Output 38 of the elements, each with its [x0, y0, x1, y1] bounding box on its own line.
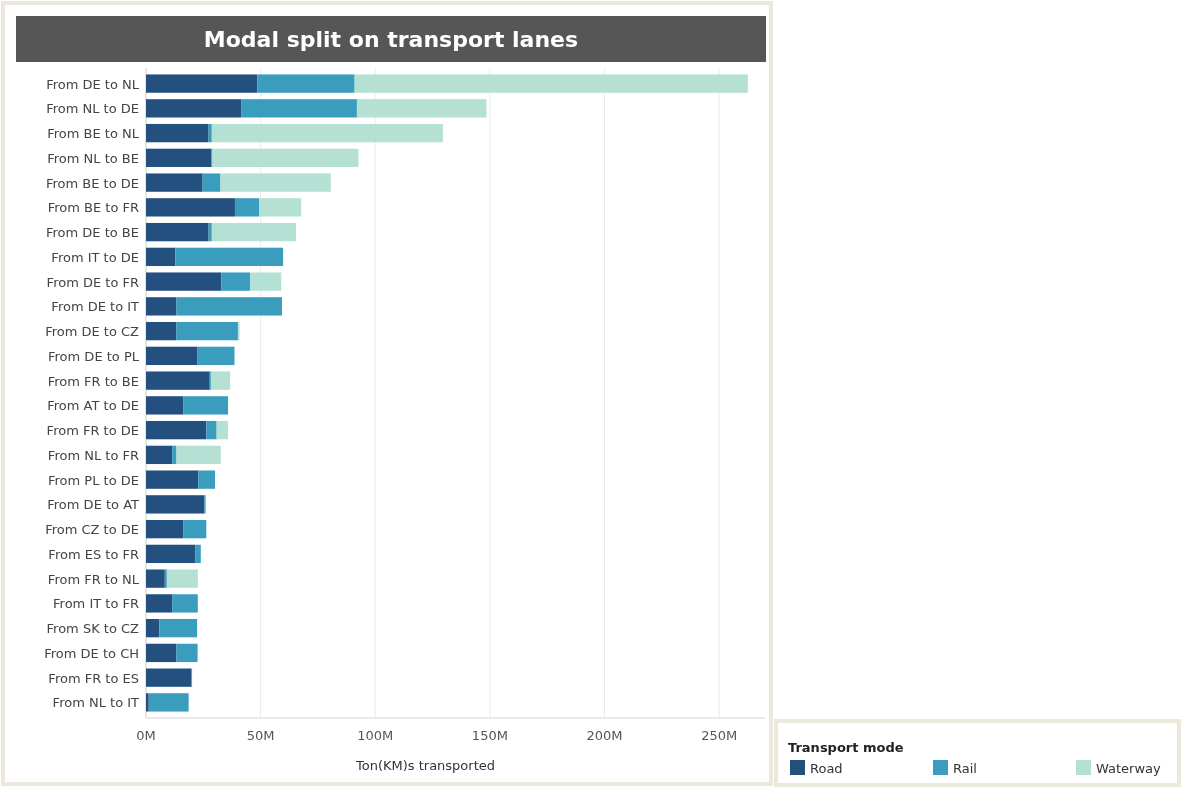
y-tick-label: From DE to CH — [44, 645, 139, 661]
y-tick-label: From DE to PL — [48, 348, 140, 364]
y-tick-label: From BE to DE — [45, 175, 139, 191]
y-tick-label: From DE to CZ — [45, 324, 140, 340]
x-tick-label: 50M — [246, 728, 275, 743]
y-tick-label: From FR to ES — [48, 670, 139, 686]
legend-label: Road — [810, 761, 843, 776]
y-tick-label: From FR to BE — [47, 373, 139, 389]
y-tick-label: From IT to FR — [53, 596, 139, 612]
legend-label: Rail — [953, 761, 977, 776]
chart-title: Modal split on transport lanes — [203, 27, 579, 52]
y-tick-label: From CZ to DE — [45, 522, 139, 538]
x-tick-label: 0M — [136, 728, 156, 743]
y-tick-label: From BE to FR — [47, 200, 139, 216]
y-tick-label: From DE to NL — [46, 76, 140, 92]
x-tick-label: 250M — [701, 728, 738, 743]
x-axis-title: Ton(KM)s transported — [354, 758, 496, 773]
y-tick-label: From BE to NL — [47, 126, 140, 142]
y-tick-label: From DE to IT — [51, 299, 140, 315]
y-tick-label: From NL to FR — [47, 447, 139, 463]
y-tick-label: From IT to DE — [51, 249, 139, 265]
y-tick-label: From NL to IT — [52, 695, 140, 711]
legend-title: Transport mode — [788, 740, 904, 755]
y-tick-label: From DE to BE — [45, 225, 139, 241]
y-tick-label: From FR to NL — [47, 571, 140, 587]
y-tick-label: From DE to AT — [47, 497, 140, 513]
y-tick-label: From AT to DE — [47, 398, 139, 414]
y-tick-label: From SK to CZ — [46, 621, 140, 637]
y-tick-label: From DE to FR — [46, 274, 139, 290]
legend-label: Waterway — [1096, 761, 1162, 776]
x-tick-label: 200M — [586, 728, 623, 743]
x-tick-label: 150M — [471, 728, 508, 743]
y-tick-label: From NL to BE — [47, 150, 139, 166]
y-tick-label: From FR to DE — [46, 423, 139, 439]
x-tick-label: 100M — [357, 728, 394, 743]
y-tick-label: From NL to DE — [46, 101, 139, 117]
y-tick-label: From ES to FR — [48, 546, 139, 562]
y-tick-label: From PL to DE — [48, 472, 139, 488]
